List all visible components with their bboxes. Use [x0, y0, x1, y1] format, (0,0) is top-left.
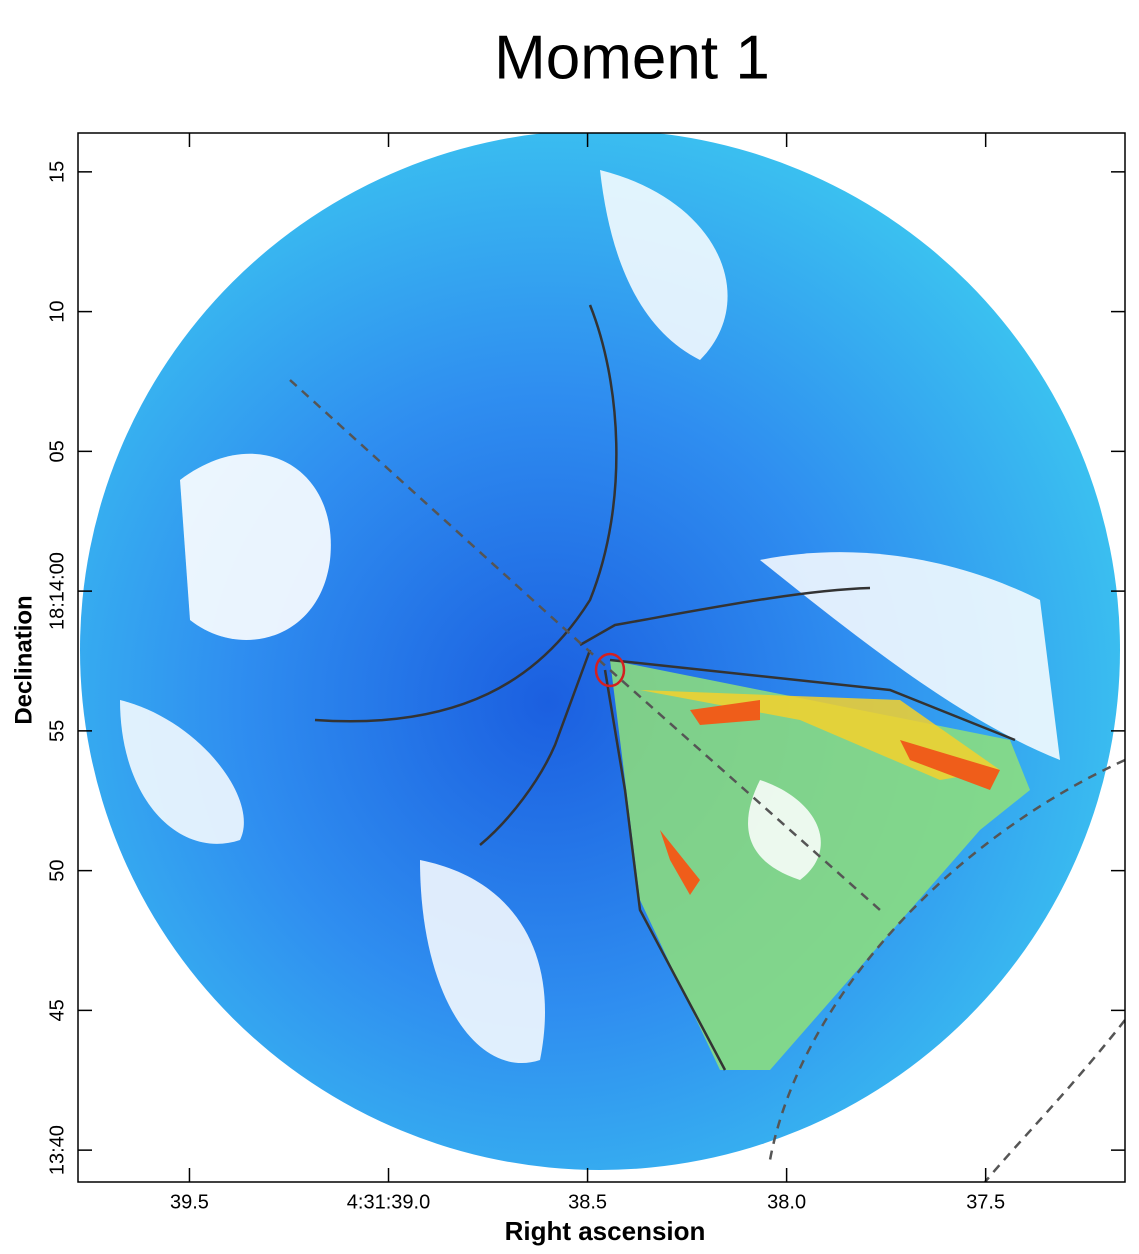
y-tick-label: 10	[46, 300, 68, 322]
blank-region	[748, 780, 821, 880]
source-marker	[594, 652, 626, 688]
x-tick-label: 38.5	[568, 1191, 607, 1213]
dashed-lines	[289, 379, 1125, 1182]
blank-region	[760, 552, 1060, 760]
hot-spot	[900, 740, 1000, 790]
chart-title: Moment 1	[494, 23, 770, 92]
blank-region	[420, 860, 545, 1064]
blank-region	[600, 170, 728, 360]
plot-frame	[77, 132, 1126, 1183]
hot-spot	[660, 830, 700, 895]
x-tick-label: 37.5	[966, 1191, 1005, 1213]
y-axis-label: Declination	[10, 595, 37, 724]
x-tick-label: 39.5	[170, 1191, 209, 1213]
outflow-lines	[314, 304, 1016, 1071]
x-axis-label: Right ascension	[505, 1216, 706, 1246]
y-tick-label: 18:14:00	[46, 552, 68, 630]
y-tick-label: 15	[46, 161, 68, 183]
hot-spot	[690, 700, 760, 725]
x-tick-label: 38.0	[767, 1191, 806, 1213]
y-tick-label: 45	[46, 999, 68, 1021]
y-tick-label: 05	[46, 440, 68, 462]
x-tick-label: 4:31:39.0	[347, 1191, 430, 1213]
y-tick-label: 50	[46, 860, 68, 882]
map-image	[80, 133, 1125, 1182]
y-tick-label: 55	[46, 720, 68, 742]
y-tick-label: 13:40	[46, 1125, 68, 1175]
blank-region	[180, 453, 331, 640]
blank-region	[120, 700, 244, 844]
